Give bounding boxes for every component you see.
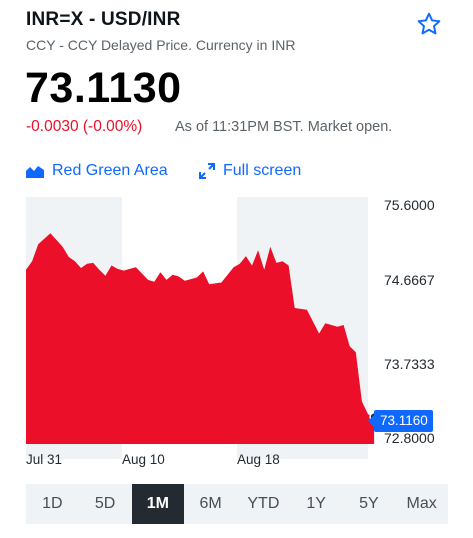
current-price: 73.1130 xyxy=(25,64,182,112)
y-tick-label: 72.8000 xyxy=(384,430,435,446)
full-screen-label: Full screen xyxy=(223,162,302,179)
range-6m[interactable]: 6M xyxy=(199,495,222,512)
x-tick-label: Jul 31 xyxy=(26,452,63,467)
range-5y[interactable]: 5Y xyxy=(359,495,379,512)
x-tick-label: Aug 10 xyxy=(122,452,165,467)
price-change: -0.0030 (-0.00%) xyxy=(26,118,143,135)
range-1d[interactable]: 1D xyxy=(42,495,63,512)
quote-title: INR=X - USD/INR xyxy=(26,9,181,30)
chart-type-link[interactable]: Red Green Area xyxy=(26,162,168,180)
market-status: As of 11:31PM BST. Market open. xyxy=(175,119,393,135)
range-ytd[interactable]: YTD xyxy=(247,495,280,512)
x-tick-label: Aug 18 xyxy=(237,452,280,467)
y-tick-label: 75.6000 xyxy=(384,197,435,213)
price-area xyxy=(26,233,375,444)
area-chart-icon xyxy=(26,166,44,178)
range-5d[interactable]: 5D xyxy=(94,495,116,512)
y-tick-label: 74.6667 xyxy=(384,272,435,288)
range-1y[interactable]: 1Y xyxy=(306,495,326,512)
y-tick-label: 73.7333 xyxy=(384,356,435,372)
range-max[interactable]: Max xyxy=(406,495,437,512)
star-icon[interactable] xyxy=(416,11,442,37)
quote-subtitle: CCY - CCY Delayed Price. Currency in INR xyxy=(26,37,296,53)
range-1m[interactable]: 1M xyxy=(131,484,185,524)
range-selector: 1D 5D 1M 6M YTD 1Y 5Y Max xyxy=(26,484,448,524)
price-chart[interactable] xyxy=(0,185,473,475)
expand-icon xyxy=(199,163,215,179)
last-price-badge: 73.1160 xyxy=(368,410,433,432)
chart-type-label: Red Green Area xyxy=(52,162,168,179)
full-screen-link[interactable]: Full screen xyxy=(199,162,301,180)
